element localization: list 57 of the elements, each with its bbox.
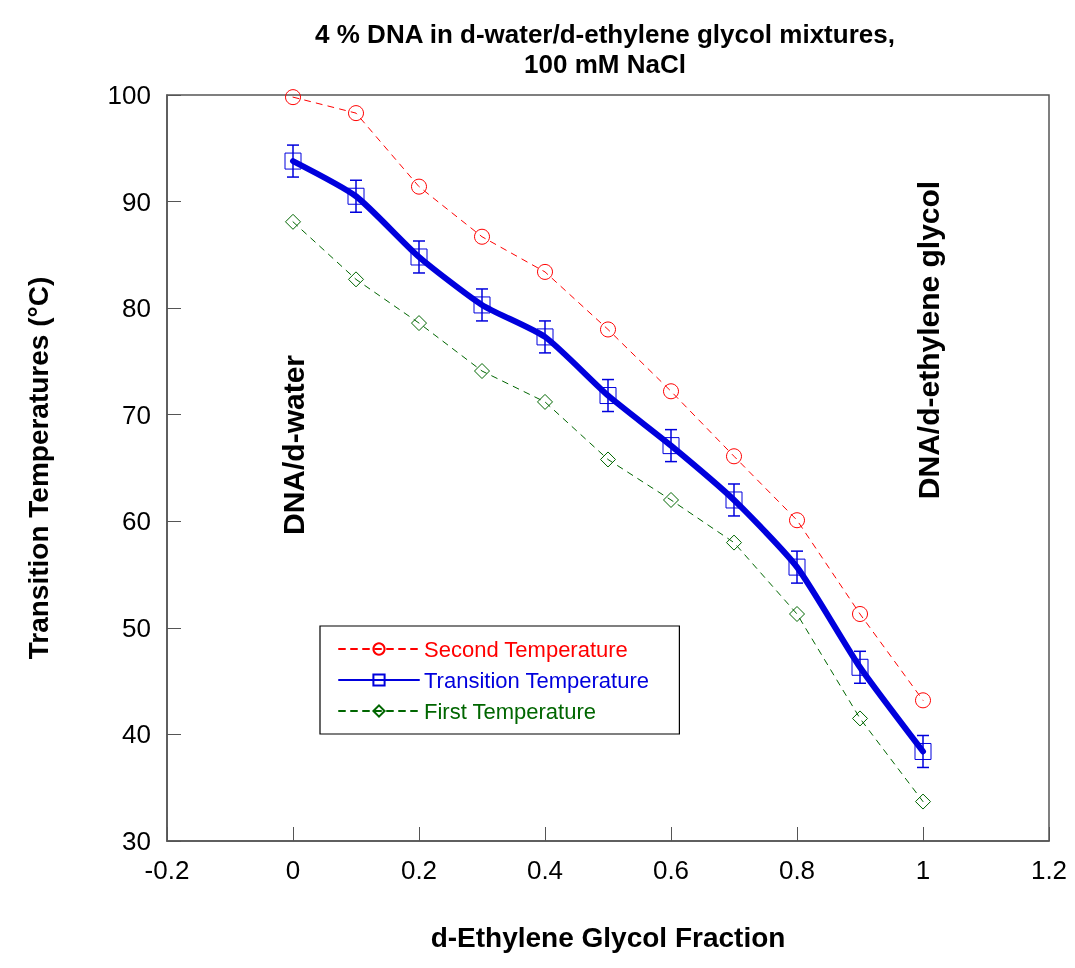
- point: [411, 315, 427, 332]
- x-tick-label: -0.2: [144, 855, 190, 885]
- y-tick-label: 80: [122, 293, 151, 324]
- point: [663, 383, 679, 400]
- y-tick-label: 50: [122, 612, 151, 643]
- point: [411, 178, 427, 195]
- point: [347, 187, 365, 205]
- y-tick-label: 40: [122, 719, 151, 750]
- point: [726, 448, 742, 465]
- point: [410, 248, 428, 266]
- point: [285, 89, 301, 106]
- point: [600, 321, 616, 338]
- y-tick-label: 30: [122, 826, 151, 856]
- point: [285, 213, 301, 230]
- annotation: DNA/d-ethylene glycol: [911, 180, 945, 500]
- point: [852, 710, 868, 727]
- point: [536, 328, 554, 346]
- point: [789, 512, 805, 529]
- point: [473, 296, 491, 314]
- point: [915, 793, 931, 810]
- point: [599, 387, 617, 405]
- x-tick-label: 0.2: [400, 855, 438, 885]
- point: [348, 105, 364, 122]
- x-tick-label: 0.4: [526, 855, 564, 885]
- point: [284, 152, 302, 170]
- x-tick-label: 1: [915, 855, 931, 885]
- y-tick-label: 60: [122, 506, 151, 537]
- point: [726, 534, 742, 551]
- point: [851, 658, 869, 676]
- legend-label: Second Temperature: [424, 636, 628, 662]
- point: [789, 606, 805, 622]
- point: [537, 393, 553, 410]
- x-tick-label: 1.2: [1030, 855, 1068, 885]
- point: [663, 491, 679, 508]
- point: [788, 558, 806, 576]
- point: [474, 363, 490, 380]
- y-axis-title: Transition Temperatures (°C): [22, 276, 54, 660]
- point: [537, 263, 553, 280]
- point: [915, 692, 931, 709]
- legend-label: Transition Temperature: [424, 667, 649, 693]
- legend-label: First Temperature: [424, 698, 596, 724]
- point: [348, 271, 364, 288]
- point: [474, 228, 490, 245]
- point: [725, 491, 743, 509]
- annotation: DNA/d-water: [276, 354, 310, 536]
- x-axis-title: d-Ethylene Glycol Fraction: [430, 921, 786, 953]
- chart-title: 4 % DNA in d-water/d-ethylene glycol mixtures, 100 mM NaCl: [315, 19, 895, 79]
- y-tick-label: 90: [122, 186, 151, 217]
- y-tick-label: 70: [122, 399, 151, 430]
- x-tick-label: 0.6: [652, 855, 690, 885]
- x-tick-label: 0: [285, 855, 301, 885]
- point: [852, 606, 868, 622]
- point: [600, 451, 616, 468]
- point: [914, 742, 932, 760]
- x-tick-label: 0.8: [778, 855, 816, 885]
- point: [662, 437, 680, 455]
- y-tick-label: 100: [107, 80, 151, 110]
